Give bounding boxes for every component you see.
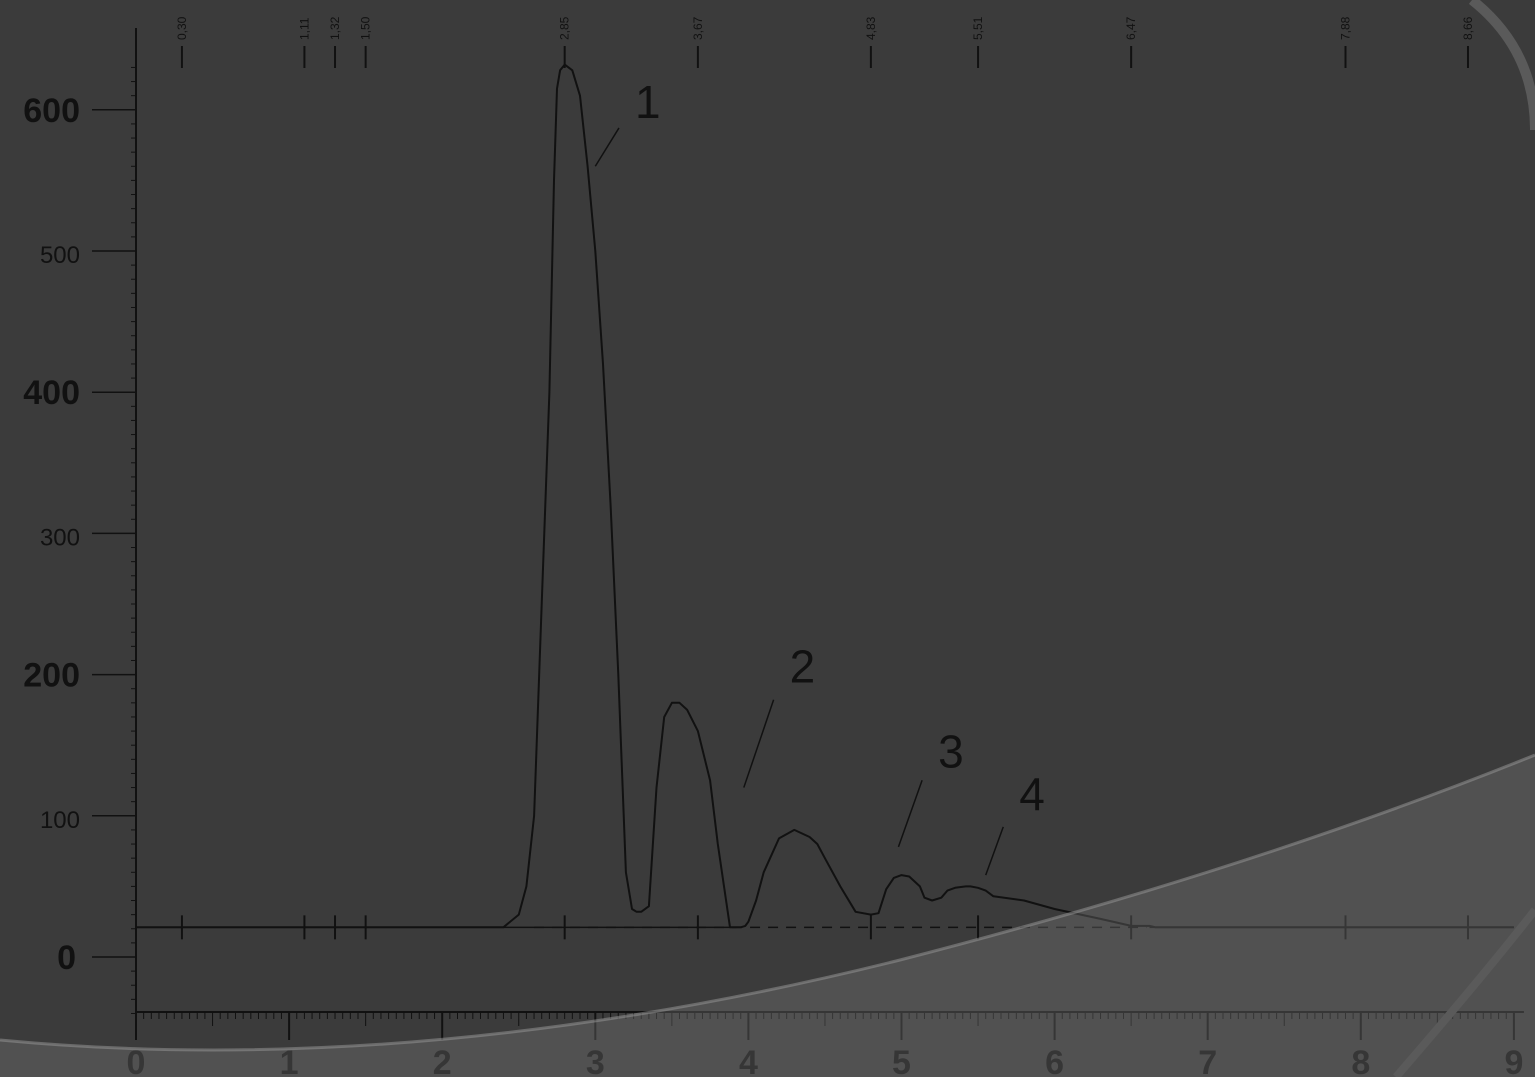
y-tick-label: 600: [23, 92, 80, 130]
peak-leader-line: [897, 780, 923, 848]
x-tick-label: 4: [739, 1044, 758, 1077]
retention-time-label: 3,67: [691, 16, 705, 40]
slide-corner-arc: [1468, 0, 1535, 131]
x-tick-label: 9: [1504, 1044, 1523, 1077]
y-tick-label: 100: [40, 807, 80, 834]
retention-time-label: 1,32: [328, 16, 342, 40]
retention-time-label: 2,85: [558, 16, 572, 40]
axes-layer: 600 500 400 300 200 100 0 0 1 2 3 4 5 6 7 8 9: [23, 28, 1524, 1077]
y-tick-label: 500: [40, 242, 80, 269]
y-tick-label: 300: [40, 524, 80, 551]
y-tick-label: 400: [23, 374, 80, 412]
chromatogram-trace: [136, 63, 1514, 929]
peak-leader-line: [743, 699, 775, 788]
x-tick-label: 2: [433, 1044, 452, 1077]
retention-time-label: 1,50: [359, 16, 373, 40]
peak-label: 4: [1019, 768, 1045, 820]
peak-leader-line: [985, 826, 1004, 876]
slide-swoosh-edge: [0, 753, 1535, 1052]
retention-time-label: 7,88: [1338, 16, 1352, 40]
slide-swoosh-overlay: [0, 755, 1535, 1077]
retention-time-label: 4,83: [864, 16, 878, 40]
x-tick-label: 0: [127, 1044, 146, 1077]
retention-time-label: 6,47: [1124, 16, 1138, 40]
x-tick-label: 8: [1351, 1044, 1370, 1077]
slide-corner-arc-bottom: [1392, 907, 1535, 1077]
peak-labels-layer: 1 2 3 4: [594, 76, 1045, 876]
retention-time-label: 0,30: [175, 16, 189, 40]
y-tick-label: 200: [23, 657, 80, 695]
series-layer: [136, 63, 1514, 929]
retention-time-label: 1,11: [297, 17, 311, 40]
peak-label: 1: [635, 76, 661, 128]
x-tick-label: 6: [1045, 1044, 1064, 1077]
peak-leader-line: [594, 127, 620, 167]
x-tick-label: 1: [280, 1044, 299, 1077]
retention-time-label: 5,51: [971, 16, 985, 40]
y-tick-label: 0: [57, 939, 76, 977]
peak-label: 2: [790, 641, 816, 693]
x-tick-label: 5: [892, 1044, 911, 1077]
x-tick-label: 3: [586, 1044, 605, 1077]
retention-time-label: 8,66: [1461, 16, 1475, 40]
peak-label: 3: [938, 725, 964, 777]
x-tick-label: 7: [1198, 1044, 1217, 1077]
